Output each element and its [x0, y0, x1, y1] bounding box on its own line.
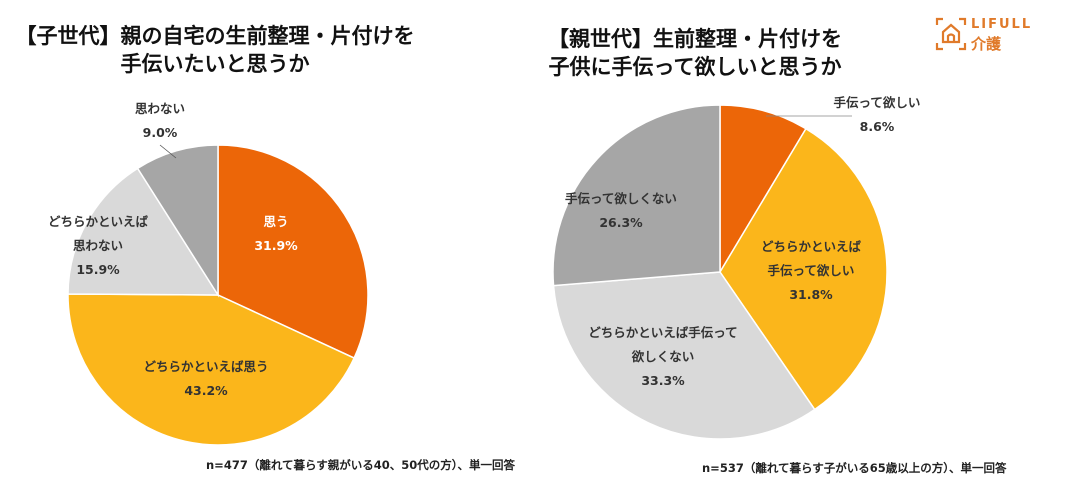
right-slice-2-value: 33.3% [641, 373, 685, 388]
right-pie [552, 104, 888, 440]
right-labels: 手伝って欲しい 8.6% どちらかといえば 手伝って欲しい 31.8% どちらか… [565, 95, 920, 388]
right-slice-2-name-1: どちらかといえば手伝って [588, 325, 737, 340]
right-slice-3-value: 26.3% [599, 215, 643, 230]
right-slice-3-name: 手伝って欲しくない [565, 191, 677, 206]
left-slice-3-name: 思わない [135, 101, 185, 116]
right-pie-slice-0 [719, 104, 807, 275]
right-pie-slice-2 [552, 271, 816, 440]
left-sample-note: n=477（離れて暮らす親がいる40、50代の方）、単一回答 [206, 458, 516, 472]
left-title-line-2: 手伝いたいと思うか [120, 52, 310, 76]
left-slice-0-value: 31.9% [254, 238, 298, 253]
left-title-line-1: 【子世代】親の自宅の生前整理・片付けを [15, 24, 415, 48]
right-slice-1-name-2: 手伝って欲しい [768, 263, 855, 278]
house-frame-icon [935, 17, 967, 51]
left-pie-slice-0 [217, 144, 369, 360]
left-slice-1-value: 43.2% [184, 383, 228, 398]
right-slice-1-name-1: どちらかといえば [761, 239, 862, 254]
left-slice-0-name: 思う [263, 214, 288, 229]
left-chart-title: 【子世代】親の自宅の生前整理・片付けを 手伝いたいと思うか [10, 22, 420, 78]
left-slice-3-value: 9.0% [143, 125, 178, 140]
left-labels: 思う 31.9% どちらかといえば思う 43.2% どちらかといえば 思わない … [48, 101, 298, 398]
left-pie [67, 144, 369, 446]
left-slice-1-name: どちらかといえば思う [143, 359, 268, 374]
right-chart-title: 【親世代】生前整理・片付けを 子供に手伝って欲しいと思うか [545, 25, 845, 81]
lifull-kaigo-logo: LIFULL 介護 [935, 16, 1045, 56]
left-slice-2-name-2: 思わない [73, 238, 123, 253]
logo-kaigo: 介護 [971, 35, 1002, 53]
right-pie-slice-3 [552, 104, 721, 287]
left-slice-3-leader [159, 144, 177, 159]
right-slice-0-name: 手伝って欲しい [834, 95, 921, 110]
left-pie-slice-1 [67, 293, 356, 446]
left-slice-2-value: 15.9% [76, 262, 120, 277]
right-sample-note: n=537（離れて暮らす子がいる65歳以上の方）、単一回答 [702, 461, 1007, 475]
right-slice-0-value: 8.6% [860, 119, 895, 134]
left-slice-2-name-1: どちらかといえば [48, 214, 149, 229]
left-pie-slice-3 [136, 144, 219, 298]
logo-word: LIFULL [971, 17, 1033, 32]
left-pie-slice-2 [67, 167, 220, 296]
right-title-line-2: 子供に手伝って欲しいと思うか [548, 55, 842, 79]
right-slice-1-value: 31.8% [789, 287, 833, 302]
right-pie-slice-1 [719, 127, 888, 411]
right-title-line-1: 【親世代】生前整理・片付けを [548, 27, 842, 51]
right-slice-2-name-2: 欲しくない [631, 349, 695, 364]
